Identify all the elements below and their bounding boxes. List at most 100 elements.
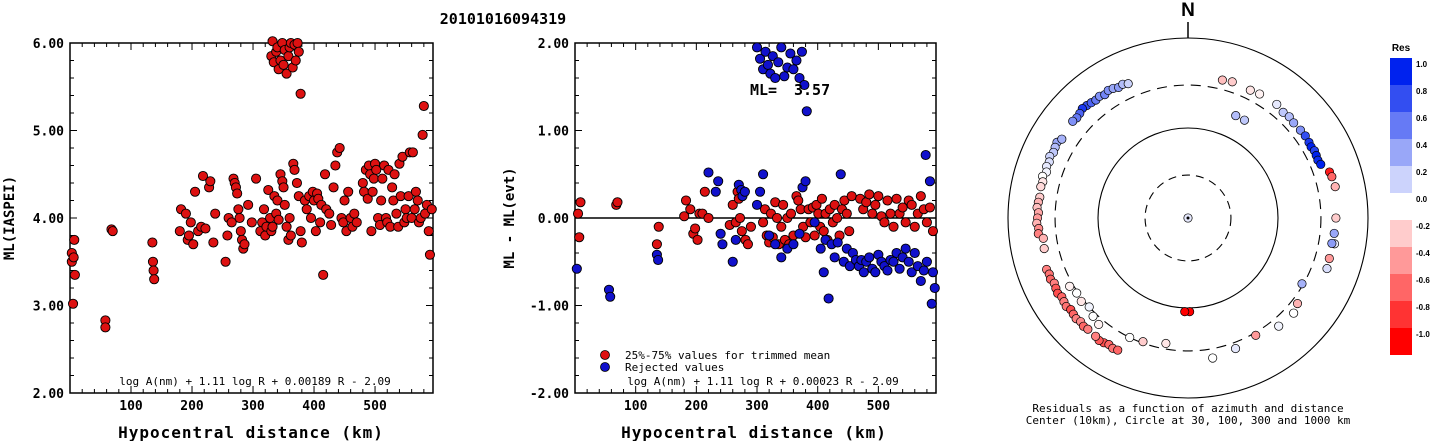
left-point — [418, 100, 429, 112]
mid-point — [710, 186, 721, 197]
ml-annotation-label: ML= — [750, 81, 777, 99]
mid-point — [927, 226, 939, 237]
polar-point — [1272, 99, 1282, 109]
polar-point — [1274, 321, 1284, 331]
residual-vs-distance-chart: 100 200 300 400 500 -2.00 -1.00 0.00 1.00 2.00 ML… — [502, 37, 940, 441]
mid-point — [760, 46, 771, 57]
mid-point — [742, 239, 753, 250]
mid-point — [823, 293, 834, 304]
mid-point — [815, 243, 826, 254]
polar-point — [1331, 213, 1341, 223]
left-point — [400, 204, 411, 215]
left-point — [296, 237, 307, 248]
mid-point — [715, 228, 726, 239]
left-point — [222, 230, 233, 241]
polar-data-points — [1032, 75, 1341, 363]
mid-axis-ticks: 100 200 300 400 500 -2.00 -1.00 0.00 1.00 2.00 — [530, 37, 936, 414]
left-point — [305, 212, 317, 224]
mid-point — [888, 256, 899, 267]
polar-point — [1113, 345, 1123, 355]
left-point — [234, 212, 245, 224]
mid-point — [771, 212, 783, 224]
left-point — [210, 208, 221, 219]
left-point — [315, 217, 326, 228]
legend-marker-trimmed — [600, 350, 610, 360]
mid-point — [776, 221, 787, 232]
mid-point — [575, 197, 586, 208]
left-point — [423, 226, 434, 237]
mid-point — [755, 53, 766, 64]
left-point — [391, 208, 402, 219]
left-x-tick-label: 100 — [119, 399, 143, 414]
mid-point — [867, 208, 878, 219]
left-point — [68, 298, 79, 309]
mid-point — [870, 199, 881, 210]
polar-point — [1123, 79, 1133, 89]
left-point — [205, 176, 216, 187]
left-point — [407, 147, 418, 158]
mid-point — [680, 195, 692, 206]
mid-point — [727, 256, 738, 267]
mid-point — [918, 265, 929, 276]
mid-point — [764, 230, 775, 241]
mid-point — [870, 267, 881, 278]
mid-x-tick-label: 400 — [806, 399, 830, 414]
mid-point — [900, 217, 911, 228]
mid-point — [730, 234, 741, 245]
left-point — [251, 173, 262, 184]
left-point — [338, 217, 349, 228]
left-point — [200, 223, 211, 234]
colorbar-cell — [1390, 112, 1412, 139]
ml-annotation-value: 3.57 — [794, 81, 830, 99]
left-point — [330, 160, 341, 171]
left-point — [235, 226, 246, 237]
mid-point — [864, 189, 875, 200]
polar-point — [1036, 182, 1046, 192]
colorbar-cell — [1390, 58, 1412, 85]
left-point — [220, 256, 231, 267]
polar-point — [1329, 228, 1339, 238]
mid-point — [924, 176, 935, 187]
polar-caption-line1: Residuals as a function of azimuth and d… — [1032, 402, 1343, 415]
left-point — [100, 322, 111, 333]
ring-1000km — [1007, 37, 1369, 399]
mid-point — [692, 234, 703, 245]
mid-x-axis-label: Hypocentral distance (km) — [621, 423, 887, 441]
polar-point — [1324, 253, 1334, 264]
colorbar-cell — [1390, 328, 1412, 355]
mid-point — [906, 267, 917, 278]
mid-point — [785, 48, 796, 59]
colorbar-cell — [1390, 274, 1412, 301]
left-point — [267, 221, 278, 232]
left-point — [371, 164, 382, 175]
left-y-tick-label: 3.00 — [33, 300, 64, 315]
polar-point — [1088, 311, 1098, 321]
mid-point — [882, 265, 893, 276]
left-point — [188, 239, 199, 250]
mid-x-tick-label: 200 — [685, 399, 709, 414]
mid-point — [776, 252, 787, 263]
ring-300km — [1054, 84, 1322, 352]
epicenter-dot — [1186, 216, 1190, 220]
polar-point — [1039, 244, 1049, 254]
mid-point — [690, 223, 701, 234]
colorbar-label: -0.2 — [1416, 222, 1430, 231]
mid-point — [758, 217, 769, 228]
polar-point — [1091, 331, 1101, 341]
polar-point — [1297, 279, 1307, 289]
left-point — [246, 217, 257, 228]
left-point — [295, 226, 306, 237]
mid-point — [703, 167, 714, 178]
mid-point — [841, 208, 852, 219]
colorbar-cells — [1390, 58, 1412, 355]
polar-point — [1278, 107, 1288, 117]
left-point — [319, 169, 331, 180]
left-y-tick-label: 4.00 — [33, 212, 64, 227]
colorbar-cell — [1390, 193, 1412, 220]
colorbar-label: -0.6 — [1416, 276, 1430, 285]
residual-colorbar: Res 1.0 0.8 0.6 0.4 0.2 0.0 -0.2 -0.4 -0.6 -0.8 -1… — [1390, 43, 1430, 355]
polar-point — [1072, 288, 1082, 298]
mid-point — [791, 55, 802, 66]
mid-point — [816, 193, 827, 204]
left-point — [351, 217, 362, 228]
